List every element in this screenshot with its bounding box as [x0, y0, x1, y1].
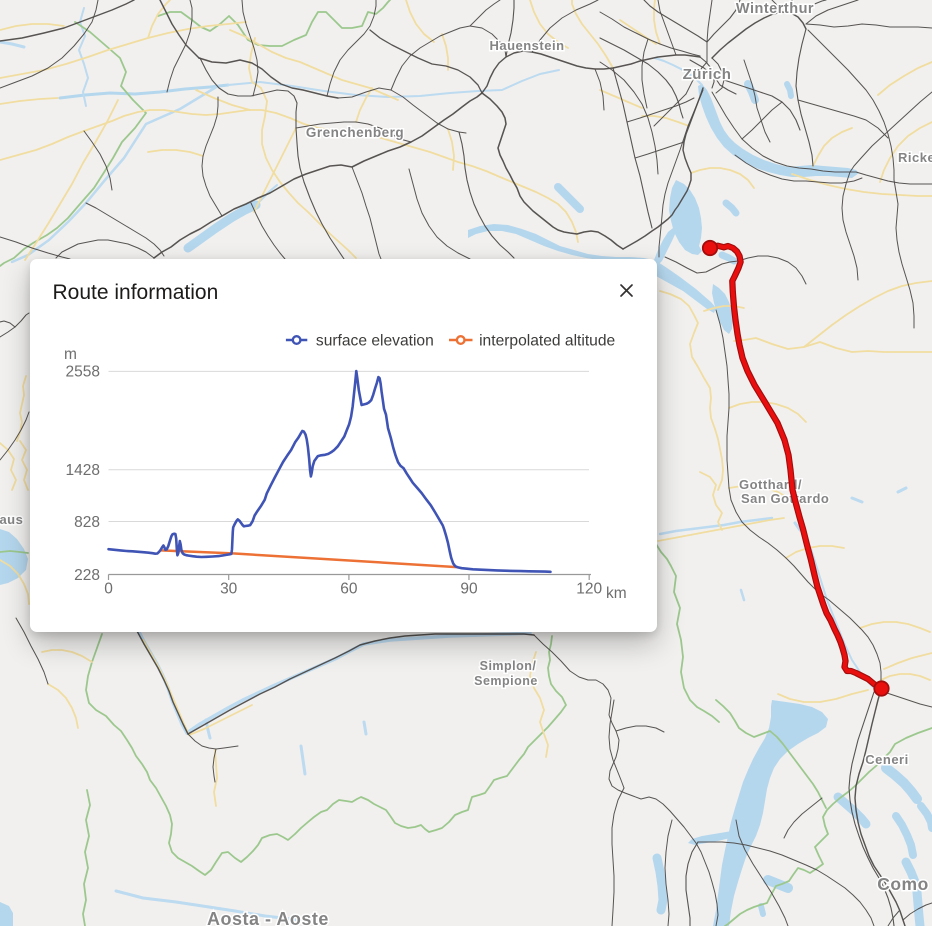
- svg-text:Zürich: Zürich: [683, 66, 732, 83]
- svg-text:Gotthard/: Gotthard/: [739, 477, 802, 492]
- svg-text:828: 828: [74, 514, 100, 531]
- svg-text:30: 30: [220, 581, 238, 598]
- svg-text:Como: Como: [877, 874, 929, 894]
- svg-text:m: m: [64, 346, 77, 363]
- svg-text:San Gottardo: San Gottardo: [741, 491, 829, 506]
- svg-text:Aosta - Aoste: Aosta - Aoste: [207, 909, 329, 926]
- svg-text:0: 0: [104, 581, 113, 598]
- svg-text:Simplon/: Simplon/: [480, 659, 537, 673]
- svg-text:90: 90: [460, 581, 478, 598]
- svg-text:Ceneri: Ceneri: [865, 752, 908, 767]
- svg-text:1428: 1428: [65, 462, 99, 479]
- svg-text:interpolated altitude: interpolated altitude: [479, 333, 615, 350]
- svg-text:Ricken: Ricken: [898, 150, 932, 165]
- svg-text:Sempione: Sempione: [474, 674, 538, 688]
- svg-text:60: 60: [340, 581, 358, 598]
- svg-text:2558: 2558: [65, 364, 99, 381]
- svg-text:228: 228: [74, 567, 100, 584]
- svg-text:120: 120: [576, 581, 602, 598]
- svg-text:surface elevation: surface elevation: [315, 333, 433, 350]
- svg-text:Laus: Laus: [0, 512, 23, 527]
- svg-text:Hauenstein: Hauenstein: [489, 38, 564, 53]
- svg-text:Grenchenberg: Grenchenberg: [306, 125, 404, 140]
- svg-text:Winterthur: Winterthur: [736, 1, 814, 17]
- svg-text:km: km: [606, 585, 627, 602]
